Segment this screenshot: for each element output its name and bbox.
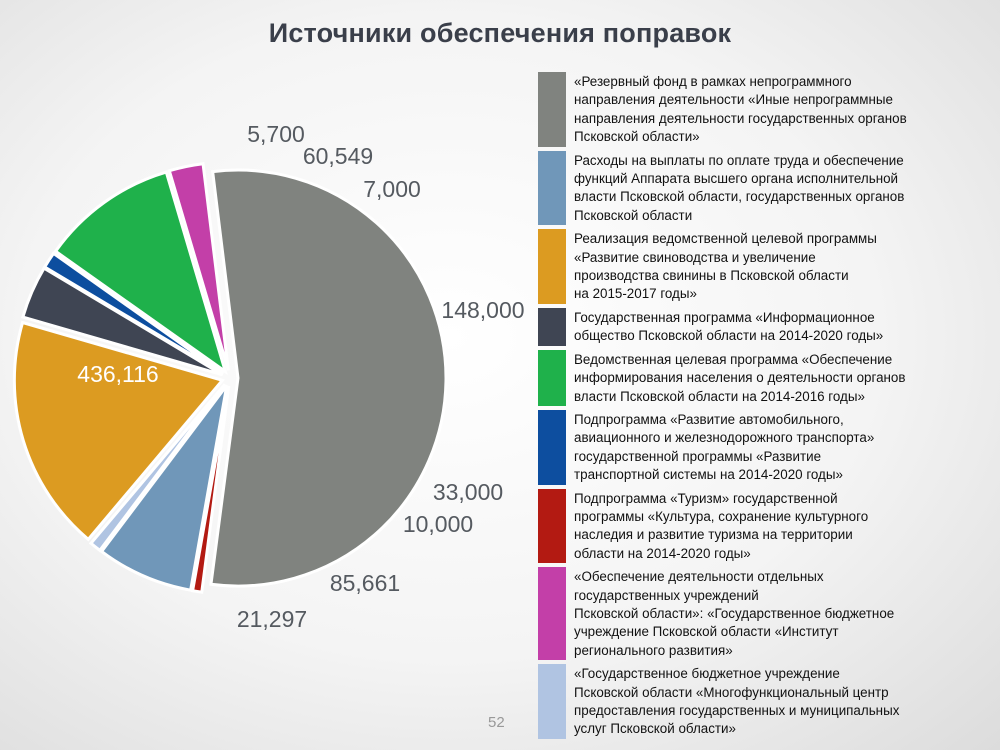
legend-swatch xyxy=(538,307,566,346)
legend-item: Реализация ведомственной целевой програм… xyxy=(538,229,978,304)
legend-label: Реализация ведомственной целевой програм… xyxy=(574,231,877,302)
legend-item: Подпрограмма «Развитие автомобильного, а… xyxy=(538,409,978,485)
legend-swatch xyxy=(538,664,566,739)
legend-swatch xyxy=(538,72,566,147)
legend-item: Расходы на выплаты по оплате труда и обе… xyxy=(538,150,978,226)
legend-item: «Резервный фонд в рамках непрограммного … xyxy=(538,72,978,147)
page-title: Источники обеспечения поправок xyxy=(268,18,732,48)
legend-label: Государственная программа «Информационно… xyxy=(574,309,884,344)
legend-label: Подпрограмма «Туризм» государственной пр… xyxy=(574,490,869,561)
slice-data-label-4: 148,000 xyxy=(441,297,524,323)
pie-slice-6 xyxy=(42,251,225,375)
legend-item: Государственная программа «Информационно… xyxy=(538,307,978,346)
page-number: 52 xyxy=(488,714,505,731)
slice-data-label-5: 33,000 xyxy=(433,479,503,505)
legend-label: «Государственное бюджетное учреждение Пс… xyxy=(574,666,900,737)
legend-label: Подпрограмма «Развитие автомобильного, а… xyxy=(574,411,875,483)
pie-slice-2 xyxy=(99,384,229,592)
slice-data-label-7: 85,661 xyxy=(330,570,400,596)
legend-swatch xyxy=(538,567,566,661)
legend-swatch xyxy=(538,150,566,226)
pie-slice-3 xyxy=(88,383,227,553)
legend-item: Ведомственная целевая программа «Обеспеч… xyxy=(538,349,978,406)
slice-data-label-0: 436,116 xyxy=(77,361,158,387)
legend-item: «Обеспечение деятельности отдельных госу… xyxy=(538,567,978,661)
legend-swatch xyxy=(538,229,566,304)
legend-item: «Государственное бюджетное учреждение Пс… xyxy=(538,664,978,739)
pie-slice-8 xyxy=(167,162,230,371)
pie-slice-1 xyxy=(190,385,231,594)
legend-swatch xyxy=(538,409,566,485)
slice-data-label-2: 60,549 xyxy=(303,143,373,169)
slice-data-label-1: 5,700 xyxy=(247,121,305,147)
chart-legend: «Резервный фонд в рамках непрограммного … xyxy=(538,72,978,743)
legend-swatch xyxy=(538,349,566,406)
legend-label: Ведомственная целевая программа «Обеспеч… xyxy=(574,351,906,404)
legend-swatch xyxy=(538,488,566,564)
slice-data-label-6: 10,000 xyxy=(403,511,473,537)
pie-slice-4 xyxy=(12,320,225,542)
pie-slice-0 xyxy=(209,168,448,588)
legend-label: «Резервный фонд в рамках непрограммного … xyxy=(574,74,907,145)
pie-slice-7 xyxy=(53,170,229,376)
slice-data-label-8: 21,297 xyxy=(237,606,307,632)
legend-item: Подпрограмма «Туризм» государственной пр… xyxy=(538,488,978,564)
slice-data-label-3: 7,000 xyxy=(363,176,421,202)
legend-label: Расходы на выплаты по оплате труда и обе… xyxy=(574,152,905,223)
legend-label: «Обеспечение деятельности отдельных госу… xyxy=(574,569,895,658)
